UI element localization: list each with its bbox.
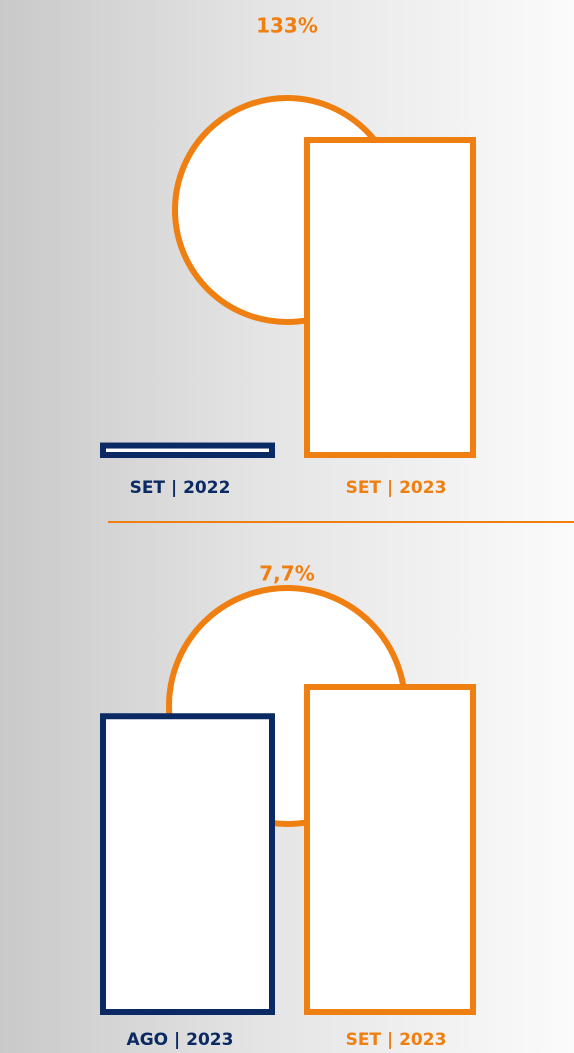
category-label: SET | 2023 bbox=[346, 478, 447, 498]
bar bbox=[307, 687, 473, 1012]
page: 133% SET | 2022 SET | 2023 7,7% AGO | 2023 SE… bbox=[0, 0, 574, 1053]
category-label: SET | 2023 bbox=[346, 1030, 447, 1050]
bar bbox=[103, 716, 272, 1012]
growth-label: 133% bbox=[256, 14, 318, 38]
growth-label: 7,7% bbox=[259, 562, 314, 586]
category-label: AGO | 2023 bbox=[127, 1030, 234, 1050]
category-label: SET | 2022 bbox=[130, 478, 231, 498]
infographic: 133% SET | 2022 SET | 2023 7,7% AGO | 2023 SE… bbox=[0, 0, 574, 1053]
bar bbox=[307, 140, 473, 455]
bar bbox=[103, 446, 272, 455]
